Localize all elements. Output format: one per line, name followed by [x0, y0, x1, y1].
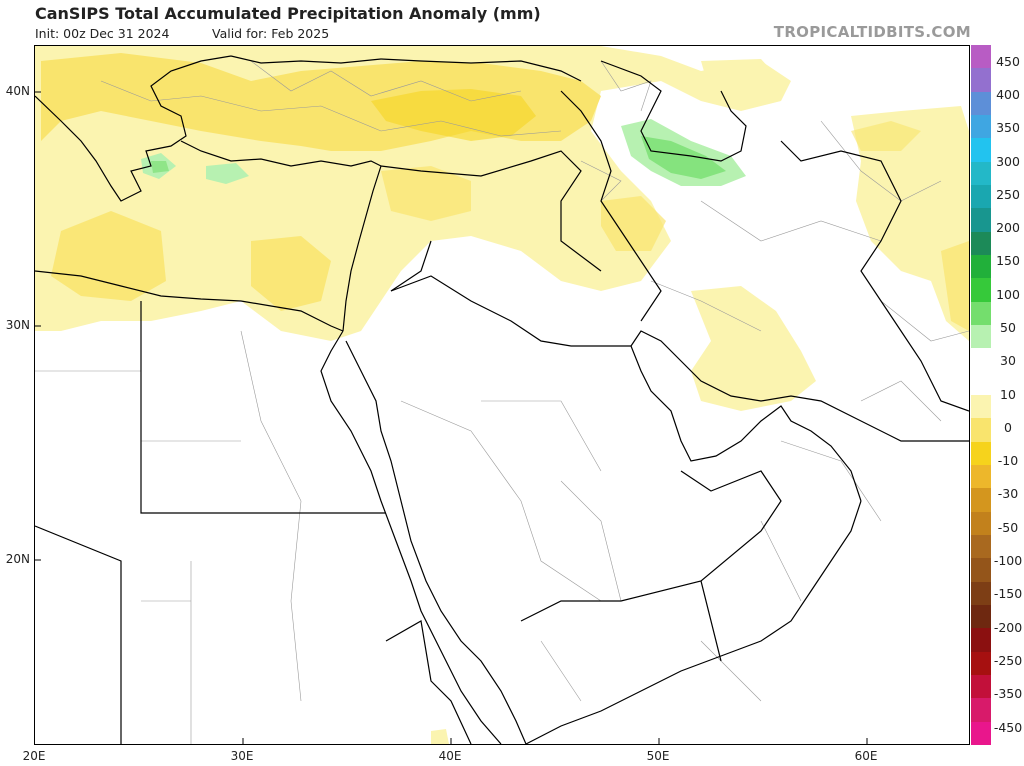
colorbar-label: 300: [996, 153, 1020, 169]
colorbar-segment: [971, 348, 991, 373]
colorbar-segment: [971, 465, 991, 489]
colorbar-segment: [971, 185, 991, 209]
colorbar-label: 150: [996, 253, 1020, 269]
colorbar-label: -10: [997, 453, 1019, 469]
source-watermark: TROPICALTIDBITS.COM: [773, 23, 971, 41]
colorbar-label: -50: [997, 519, 1019, 535]
colorbar-segment: [971, 511, 991, 536]
colorbar-segment: [971, 45, 991, 69]
colorbar-segment: [971, 371, 991, 396]
lat-label-30n: 30N: [5, 318, 30, 332]
colorbar-label: -450: [993, 719, 1023, 735]
colorbar-segment: [971, 301, 991, 326]
colorbar-segment: [971, 395, 991, 419]
colorbar-segment: [971, 138, 991, 163]
colorbar-label: 0: [1004, 419, 1012, 435]
map-title: CanSIPS Total Accumulated Precipitation …: [35, 4, 541, 23]
lon-label-40e: 40E: [438, 749, 462, 763]
colorbar-segment: [971, 628, 991, 653]
init-time: Init: 00z Dec 31 2024: [35, 26, 170, 41]
colorbar-segment: [971, 325, 991, 349]
colorbar-segment: [971, 115, 991, 139]
colorbar-segment: [971, 68, 991, 93]
colorbar-segment: [971, 255, 991, 279]
colorbar-label: 450: [996, 53, 1020, 69]
colorbar-label: -250: [993, 652, 1023, 668]
colorbar-segment: [971, 605, 991, 629]
colorbar-segment: [971, 418, 991, 443]
colorbar-label: 10: [1000, 386, 1016, 402]
coastlines-and-borders: [35, 55, 969, 744]
colorbar-label: 350: [996, 120, 1020, 136]
colorbar-segment: [971, 721, 991, 746]
colorbar-segment: [971, 581, 991, 606]
colorbar-label: -30: [997, 486, 1019, 502]
lon-label-50e: 50E: [646, 749, 670, 763]
colorbar-segment: [971, 651, 991, 676]
colorbar-segment: [971, 278, 991, 303]
graticule-ticks: [35, 91, 868, 744]
lon-label-20e: 20E: [22, 749, 46, 763]
colorbar: [971, 45, 991, 746]
colorbar-label: -150: [993, 586, 1023, 602]
colorbar-segment: [971, 231, 991, 256]
colorbar-label: 100: [996, 286, 1020, 302]
lon-label-30e: 30E: [230, 749, 254, 763]
lat-label-40n: 40N: [5, 84, 30, 98]
colorbar-segment: [971, 675, 991, 699]
colorbar-label: 200: [996, 220, 1020, 236]
province-boundaries: [35, 60, 969, 744]
lat-label-20n: 20N: [5, 552, 30, 566]
lon-label-60e: 60E: [854, 749, 878, 763]
colorbar-label: 30: [1000, 353, 1016, 369]
colorbar-segment: [971, 558, 991, 583]
colorbar-segment: [971, 161, 991, 186]
colorbar-segment: [971, 441, 991, 466]
dry-anomaly-shading: [35, 46, 969, 744]
valid-time: Valid for: Feb 2025: [212, 26, 330, 41]
colorbar-segment: [971, 535, 991, 559]
colorbar-segment: [971, 91, 991, 116]
colorbar-label: 250: [996, 186, 1020, 202]
map-panel[interactable]: [34, 45, 970, 745]
colorbar-segment: [971, 208, 991, 233]
precip-anomaly-map: [35, 46, 969, 744]
colorbar-segment: [971, 488, 991, 513]
colorbar-label: -350: [993, 686, 1023, 702]
colorbar-label: -200: [993, 619, 1023, 635]
colorbar-segment: [971, 698, 991, 723]
colorbar-label: 400: [996, 86, 1020, 102]
colorbar-label: 50: [1000, 319, 1016, 335]
wet-anomaly-shading: [141, 119, 746, 186]
colorbar-label: -100: [993, 553, 1023, 569]
